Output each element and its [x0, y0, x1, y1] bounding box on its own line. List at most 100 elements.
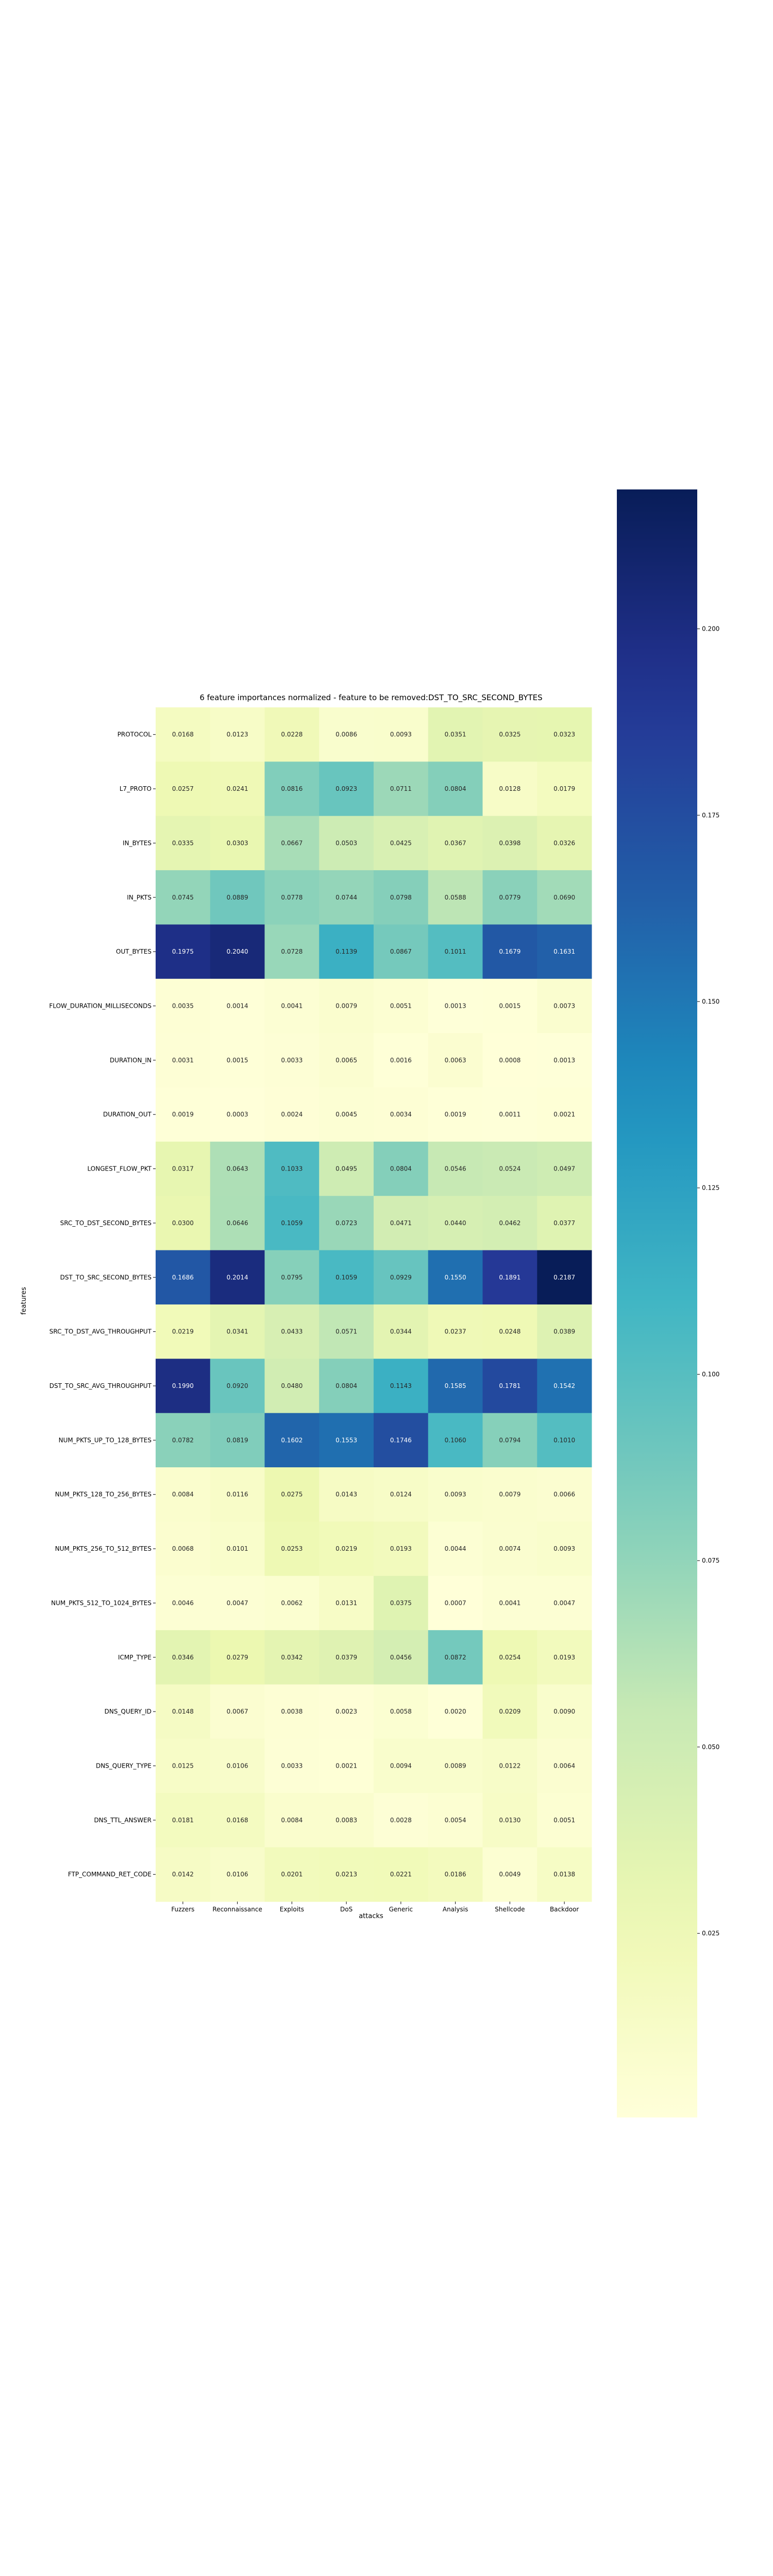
cell-value-label: 0.0193	[553, 1654, 575, 1661]
cell-value-label: 0.0778	[281, 894, 303, 901]
cell-value-label: 0.0047	[227, 1599, 248, 1606]
cell-value-label: 0.0016	[390, 1057, 412, 1064]
cell-value-label: 0.0106	[227, 1871, 248, 1878]
cell-value-label: 0.0079	[499, 1491, 520, 1498]
y-tick-label: PROTOCOL	[117, 731, 152, 738]
cell-value-label: 0.0201	[281, 1871, 303, 1878]
colorbar-tick-label: 0.125	[702, 1184, 719, 1192]
cell-value-label: 0.0398	[499, 839, 520, 846]
chart-title: 6 feature importances normalized - featu…	[199, 693, 542, 703]
cell-value-label: 0.0819	[227, 1436, 248, 1444]
cell-value-label: 0.0084	[172, 1491, 194, 1498]
cell-value-label: 0.0168	[227, 1817, 248, 1824]
colorbar-tick-label: 0.175	[702, 811, 719, 819]
cell-value-label: 0.0044	[445, 1545, 466, 1552]
cell-value-label: 0.0889	[227, 894, 248, 901]
cell-value-label: 0.0804	[335, 1382, 357, 1389]
cell-value-label: 0.0794	[499, 1436, 520, 1444]
cell-value-label: 0.0007	[445, 1599, 466, 1606]
cell-value-label: 0.0122	[499, 1762, 520, 1770]
cell-value-label: 0.0038	[281, 1708, 303, 1715]
y-tick-label: IN_BYTES	[123, 839, 152, 846]
cell-value-label: 0.0219	[335, 1545, 357, 1552]
cell-value-label: 0.1542	[553, 1382, 575, 1389]
colorbar: 0.0250.0500.0750.1000.1250.1500.1750.200	[617, 489, 719, 2117]
y-tick-label: DNS_QUERY_TYPE	[96, 1762, 152, 1770]
cell-value-label: 0.0024	[281, 1111, 303, 1118]
cell-value-label: 0.0546	[445, 1165, 466, 1173]
cell-value-label: 0.0003	[227, 1111, 248, 1118]
column-labels: Fuzzers Reconnaissance Exploits DoS Generic A…	[171, 1902, 579, 1913]
cell-value-label: 0.0063	[445, 1057, 466, 1064]
cell-value-label: 0.0389	[553, 1328, 575, 1335]
cell-value-label: 0.0047	[553, 1599, 575, 1606]
cell-value-label: 0.0051	[390, 1002, 412, 1009]
cell-value-label: 0.0067	[227, 1708, 248, 1715]
cell-value-label: 0.0779	[499, 894, 520, 901]
cell-value-label: 0.1686	[172, 1274, 194, 1281]
cell-value-label: 0.0744	[335, 894, 357, 901]
cell-value-label: 0.0142	[172, 1871, 194, 1878]
cell-value-label: 0.0782	[172, 1436, 194, 1444]
cell-value-label: 0.1781	[499, 1382, 520, 1389]
cell-value-label: 0.0033	[281, 1057, 303, 1064]
x-tick-label: Shellcode	[495, 1906, 525, 1913]
cell-value-label: 0.0872	[445, 1654, 466, 1661]
cell-value-label: 0.0079	[335, 1002, 357, 1009]
cell-value-label: 0.1033	[281, 1165, 303, 1173]
cell-value-label: 0.0124	[390, 1491, 412, 1498]
x-axis-label: attacks	[359, 1912, 383, 1920]
cell-value-label: 0.0181	[172, 1817, 194, 1824]
cell-value-label: 0.0084	[281, 1817, 303, 1824]
cell-value-label: 0.0867	[390, 948, 412, 955]
y-tick-label: NUM_PKTS_512_TO_1024_BYTES	[51, 1599, 152, 1606]
cell-value-label: 0.0168	[172, 731, 194, 738]
cell-value-label: 0.0130	[499, 1817, 520, 1824]
colorbar-tick-label: 0.050	[702, 1743, 719, 1751]
cell-value-label: 0.0093	[390, 731, 412, 738]
cell-value-label: 0.0013	[553, 1057, 575, 1064]
cell-value-label: 0.0711	[390, 785, 412, 792]
cell-value-label: 0.0143	[335, 1491, 357, 1498]
cell-value-label: 0.0524	[499, 1165, 520, 1173]
cell-value-label: 0.0221	[390, 1871, 412, 1878]
cell-value-label: 0.0015	[499, 1002, 520, 1009]
cell-value-label: 0.0014	[227, 1002, 248, 1009]
cell-value-label: 0.0588	[445, 894, 466, 901]
cell-value-label: 0.0093	[553, 1545, 575, 1552]
y-tick-label: ICMP_TYPE	[118, 1654, 152, 1661]
cell-value-label: 0.0058	[390, 1708, 412, 1715]
cell-value-label: 0.0023	[335, 1708, 357, 1715]
cell-value-label: 0.0728	[281, 948, 303, 955]
cell-value-label: 0.0253	[281, 1545, 303, 1552]
cell-value-label: 0.1891	[499, 1274, 520, 1281]
cell-value-label: 0.0074	[499, 1545, 520, 1552]
y-tick-label: DST_TO_SRC_SECOND_BYTES	[60, 1274, 152, 1281]
cell-value-label: 0.0068	[172, 1545, 194, 1552]
cell-value-label: 0.0131	[335, 1599, 357, 1606]
cell-value-label: 0.1143	[390, 1382, 412, 1389]
cell-value-label: 0.0643	[227, 1165, 248, 1173]
cell-value-label: 0.0425	[390, 839, 412, 846]
cell-value-label: 0.0011	[499, 1111, 520, 1118]
cell-value-label: 0.0186	[445, 1871, 466, 1878]
cell-value-label: 0.0015	[227, 1057, 248, 1064]
cell-value-label: 0.0367	[445, 839, 466, 846]
colorbar-tick-label: 0.100	[702, 1370, 719, 1378]
cell-value-label: 0.0237	[445, 1328, 466, 1335]
cell-value-label: 0.0257	[172, 785, 194, 792]
x-tick-label: Exploits	[280, 1906, 304, 1913]
cell-value-label: 0.0480	[281, 1382, 303, 1389]
cell-value-label: 0.0241	[227, 785, 248, 792]
cell-value-label: 0.0471	[390, 1219, 412, 1227]
cell-value-label: 0.0795	[281, 1274, 303, 1281]
cell-value-label: 0.0923	[335, 785, 357, 792]
cell-value-label: 0.0275	[281, 1491, 303, 1498]
cell-value-label: 0.0325	[499, 731, 520, 738]
y-tick-label: DST_TO_SRC_AVG_THROUGHPUT	[49, 1382, 152, 1389]
cell-value-label: 0.0335	[172, 839, 194, 846]
row-labels: PROTOCOLL7_PROTOIN_BYTESIN_PKTSOUT_BYTES…	[49, 731, 156, 1878]
cell-value-label: 0.1550	[445, 1274, 466, 1281]
cell-value-label: 0.0342	[281, 1654, 303, 1661]
